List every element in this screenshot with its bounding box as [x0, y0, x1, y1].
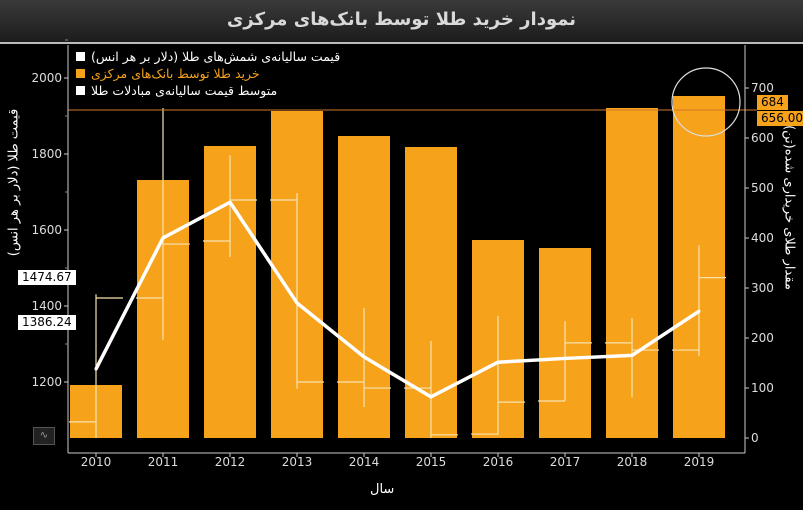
y-right-tick-label: 200	[751, 331, 774, 345]
legend-swatch	[76, 86, 85, 95]
y-axis-right-label: مقدار طلای خریداری شده(تن)	[781, 125, 797, 290]
x-tick-label-2018: 2018	[617, 455, 648, 469]
y-left-tick-label: 1400	[31, 299, 62, 313]
line-point-2014	[362, 355, 366, 359]
plot-area	[69, 96, 726, 438]
y-left-tick-label: 1600	[31, 223, 62, 237]
x-tick-label-2016: 2016	[483, 455, 514, 469]
line-point-2017	[563, 356, 567, 360]
legend-label: قیمت سالیانه‌ی شمش‌های طلا (دلار بر هر ا…	[91, 49, 341, 64]
legend-item-ohlc: قیمت سالیانه‌ی شمش‌های طلا (دلار بر هر ا…	[76, 48, 340, 65]
legend: قیمت سالیانه‌ی شمش‌های طلا (دلار بر هر ا…	[76, 48, 340, 99]
x-tick-label-2017: 2017	[550, 455, 581, 469]
x-tick-label-2012: 2012	[215, 455, 246, 469]
reference-line-tag: 656.00	[757, 111, 803, 126]
last-average-tag: 1386.24	[18, 315, 76, 330]
y-right-tick-label: 400	[751, 231, 774, 245]
legend-item-line: متوسط قیمت سالیانه‌ی مبادلات طلا	[76, 82, 340, 99]
x-tick-label-2014: 2014	[349, 455, 380, 469]
line-point-2018	[630, 353, 634, 357]
x-tick-label-2015: 2015	[416, 455, 447, 469]
title-bar: نمودار خرید طلا توسط بانک‌های مرکزی	[0, 0, 803, 44]
last-bar-tag: 684	[757, 95, 788, 110]
y-left-tick-label: 1200	[31, 375, 62, 389]
y-right-tick-label: 100	[751, 381, 774, 395]
line-point-2012	[228, 200, 232, 204]
chart-type-icon[interactable]: ∿	[33, 427, 55, 445]
legend-swatch	[76, 69, 85, 78]
chart-title: نمودار خرید طلا توسط بانک‌های مرکزی	[226, 9, 577, 30]
highlight-circle	[671, 67, 741, 137]
y-axis-left-label: قیمت طلا (دلار بر هر انس)	[6, 108, 22, 257]
legend-label: خرید طلا توسط بانک‌های مرکزی	[91, 66, 260, 81]
line-point-2011	[161, 236, 165, 240]
legend-swatch	[76, 52, 85, 61]
x-tick-label-2013: 2013	[282, 455, 313, 469]
x-tick-label-2019: 2019	[684, 455, 715, 469]
x-tick-label-2011: 2011	[148, 455, 179, 469]
x-tick-label-2010: 2010	[81, 455, 112, 469]
y-right-tick-label: 500	[751, 181, 774, 195]
line-point-2010	[94, 367, 98, 371]
x-axis-label: سال	[370, 482, 395, 497]
last-close-tag: 1474.67	[18, 270, 76, 285]
line-point-2013	[295, 301, 299, 305]
y-left-tick-label: 2000	[31, 71, 62, 85]
y-left-tick-label: 1800	[31, 147, 62, 161]
average-price-line	[94, 200, 700, 399]
legend-label: متوسط قیمت سالیانه‌ی مبادلات طلا	[91, 83, 278, 98]
y-right-tick-label: 600	[751, 131, 774, 145]
y-right-tick-label: 300	[751, 281, 774, 295]
y-right-tick-label: 700	[751, 81, 774, 95]
line-point-2015	[429, 395, 433, 399]
legend-item-bars: خرید طلا توسط بانک‌های مرکزی	[76, 65, 340, 82]
y-right-tick-label: 0	[751, 431, 759, 445]
line-point-2016	[496, 360, 500, 364]
line-point-2019	[697, 309, 701, 313]
